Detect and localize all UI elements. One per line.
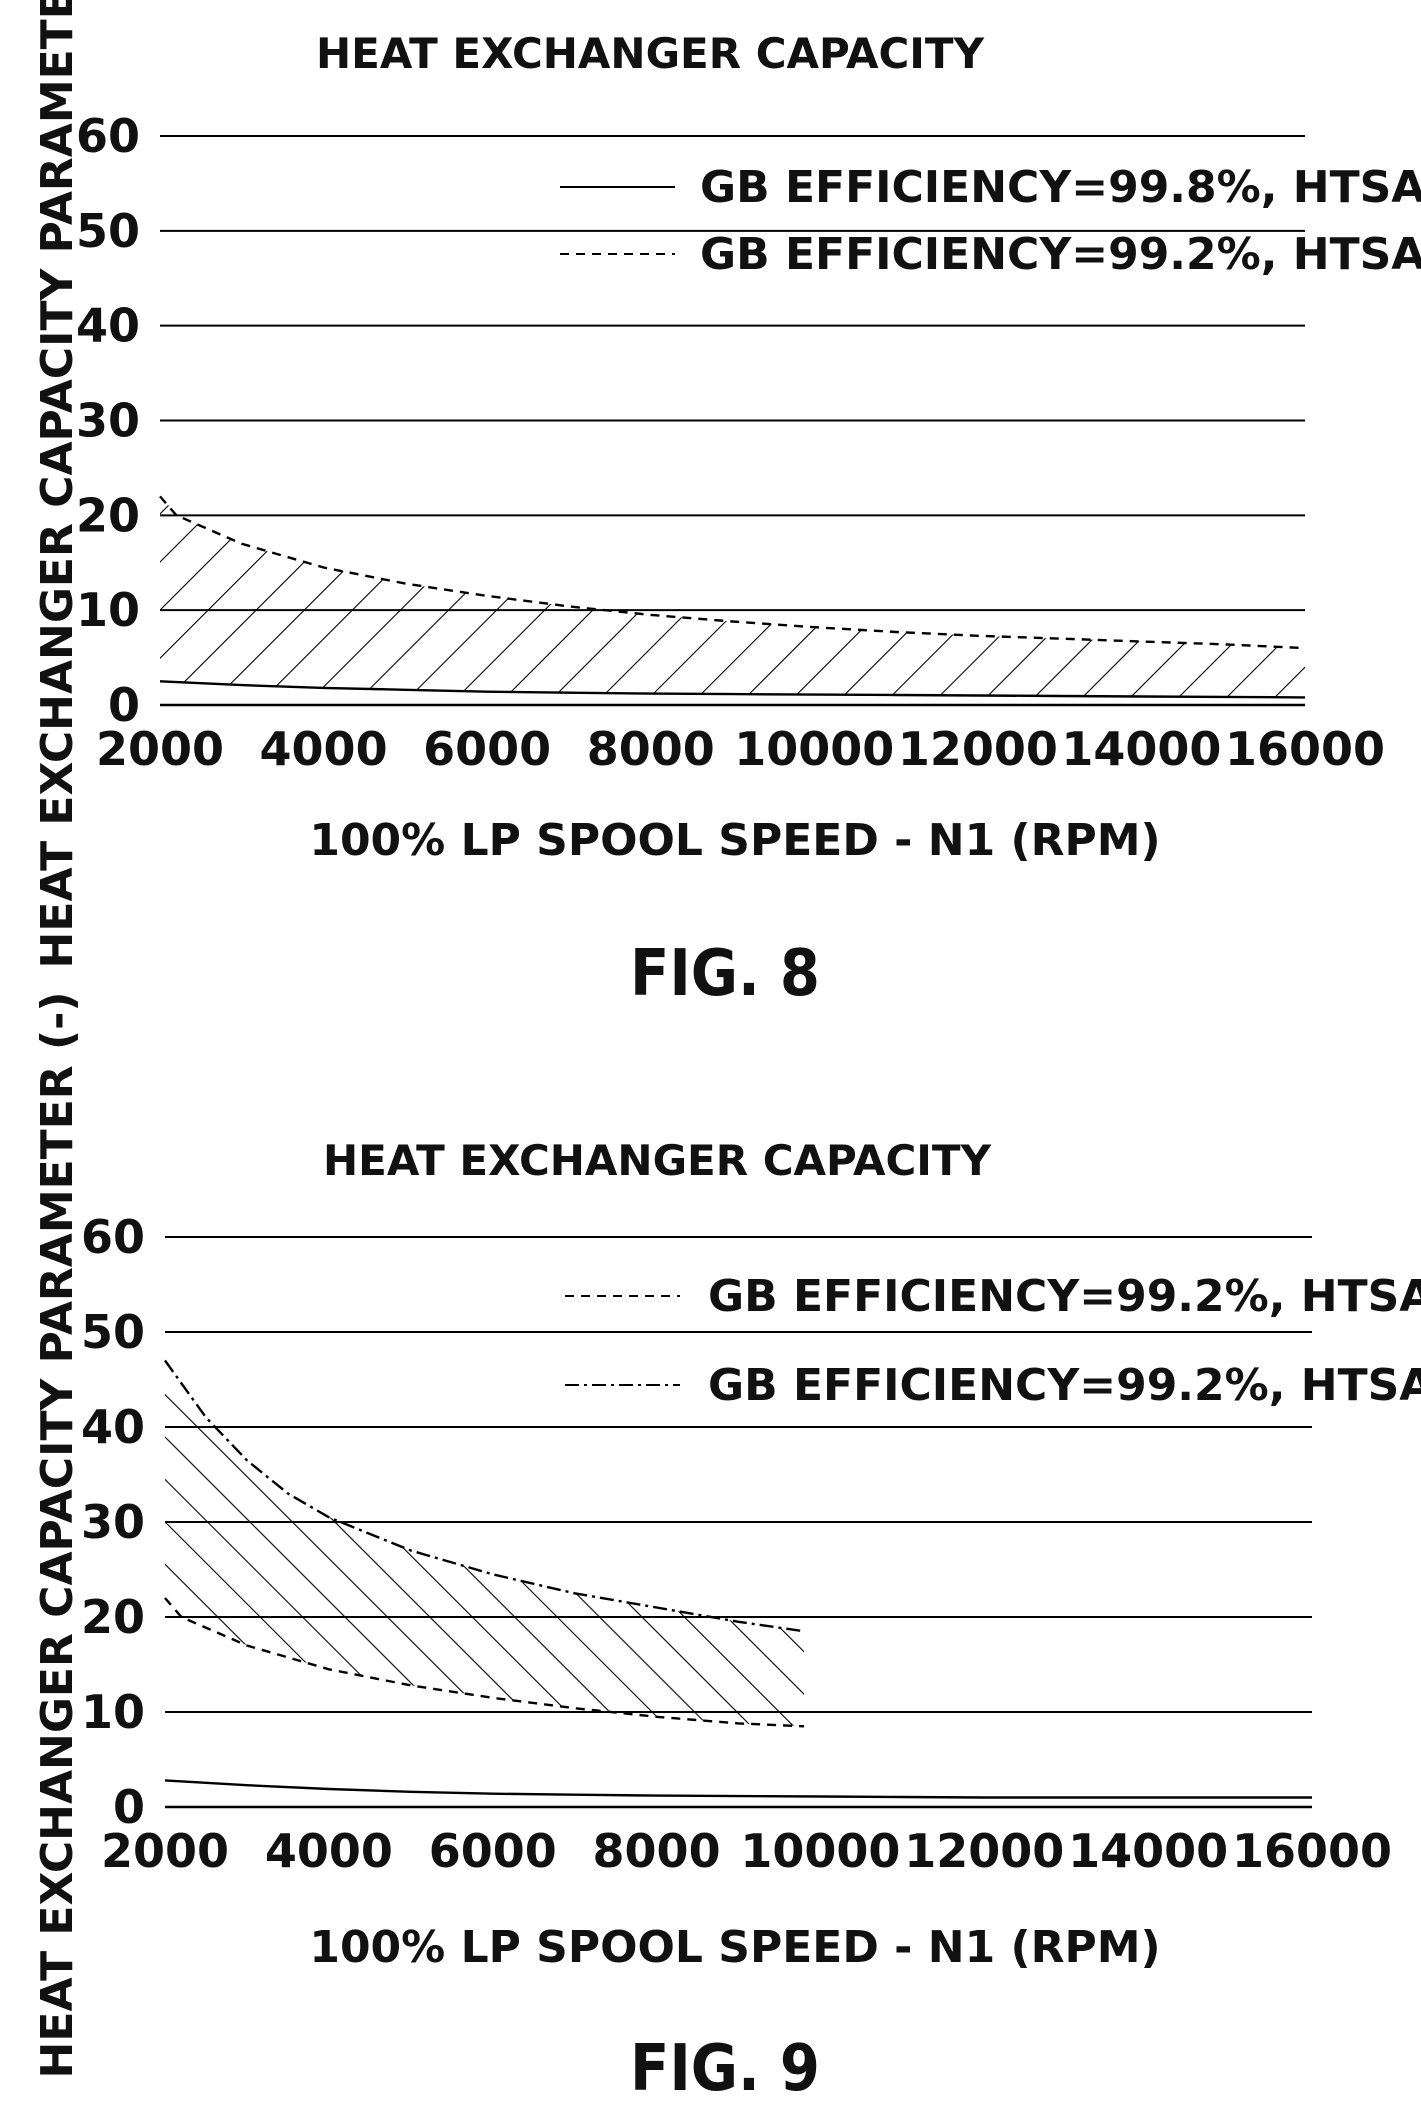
series-lines (164, 1359, 1312, 1799)
x-axis-label: 100% LP SPOOL SPEED - N1 (RPM) (309, 1922, 1160, 1973)
y-tick-labels: 0 10 20 30 40 50 60 (76, 109, 140, 732)
figure-caption: FIG. 8 (630, 937, 820, 1011)
y-tick-label: 60 (76, 109, 140, 163)
y-tick-labels: 0 10 20 30 40 50 60 (81, 1210, 145, 1834)
x-tick-label: 12000 (904, 1824, 1064, 1878)
x-tick-label: 6000 (423, 722, 551, 776)
y-tick-label: 10 (81, 1685, 145, 1739)
series-lines (159, 495, 1306, 699)
y-tick-label: 10 (76, 583, 140, 637)
series-line-1 (159, 680, 1306, 699)
chart-fig-8: HEAT EXCHANGER CAPACITY 0 10 20 30 40 50 60 20… (32, 0, 1421, 1011)
shaded-capacity-region (165, 1360, 804, 1727)
x-tick-label: 4000 (260, 722, 388, 776)
x-tick-label: 16000 (1232, 1824, 1392, 1878)
x-tick-label: 14000 (1068, 1824, 1228, 1878)
y-tick-label: 30 (76, 394, 140, 448)
y-tick-label: 40 (81, 1400, 145, 1454)
y-tick-label: 0 (108, 678, 140, 732)
y-tick-label: 20 (81, 1590, 145, 1644)
x-tick-label: 10000 (734, 722, 894, 776)
y-tick-label: 30 (81, 1495, 145, 1549)
y-tick-label: 0 (113, 1780, 145, 1834)
x-tick-label: 2000 (101, 1824, 229, 1878)
series-line-3 (164, 1779, 1312, 1799)
y-axis-label: HEAT EXCHANGER CAPACITY PARAMETER (-) (32, 992, 83, 2079)
x-tick-label: 4000 (265, 1824, 393, 1878)
legend-label: GB EFFICIENCY=99.2%, HTSAD=6000 (700, 229, 1421, 280)
x-tick-label: 6000 (429, 1824, 557, 1878)
legend-label: GB EFFICIENCY=99.2%, HTSAD=13000 (708, 1360, 1421, 1411)
x-tick-label: 12000 (898, 722, 1058, 776)
chart-fig-9: HEAT EXCHANGER CAPACITY 0 10 20 30 40 50 60 20… (32, 992, 1421, 2106)
legend: GB EFFICIENCY=99.2%, HTSAD=6000 GB EFFIC… (565, 1271, 1421, 1411)
x-tick-labels: 2000 4000 6000 8000 10000 12000 14000 16000 (96, 722, 1385, 776)
x-tick-labels: 2000 4000 6000 8000 10000 12000 14000 16000 (101, 1824, 1392, 1878)
x-tick-label: 14000 (1061, 722, 1221, 776)
figure-caption: FIG. 9 (630, 2032, 820, 2106)
x-tick-label: 8000 (593, 1824, 721, 1878)
x-tick-label: 2000 (96, 722, 224, 776)
y-tick-label: 50 (76, 204, 140, 258)
y-axis-label: HEAT EXCHANGER CAPACITY PARAMETER (-) (32, 0, 83, 968)
legend-label: GB EFFICIENCY=99.8%, HTSAD=3000 (700, 162, 1421, 213)
x-tick-label: 8000 (587, 722, 715, 776)
chart-title: HEAT EXCHANGER CAPACITY (323, 1136, 992, 1185)
x-tick-label: 10000 (740, 1824, 900, 1878)
legend-label: GB EFFICIENCY=99.2%, HTSAD=6000 (708, 1271, 1421, 1322)
x-axis-label: 100% LP SPOOL SPEED - N1 (RPM) (309, 815, 1160, 866)
y-tick-label: 50 (81, 1305, 145, 1359)
series-line-1 (164, 1597, 805, 1728)
series-line-2 (164, 1359, 805, 1633)
y-tick-label: 20 (76, 488, 140, 542)
y-tick-label: 60 (81, 1210, 145, 1264)
series-line-2 (159, 495, 1306, 650)
legend: GB EFFICIENCY=99.8%, HTSAD=3000 GB EFFIC… (560, 162, 1421, 280)
x-tick-label: 16000 (1225, 722, 1385, 776)
chart-title: HEAT EXCHANGER CAPACITY (316, 29, 985, 78)
shaded-capacity-region (160, 496, 1305, 698)
y-tick-label: 40 (76, 299, 140, 353)
